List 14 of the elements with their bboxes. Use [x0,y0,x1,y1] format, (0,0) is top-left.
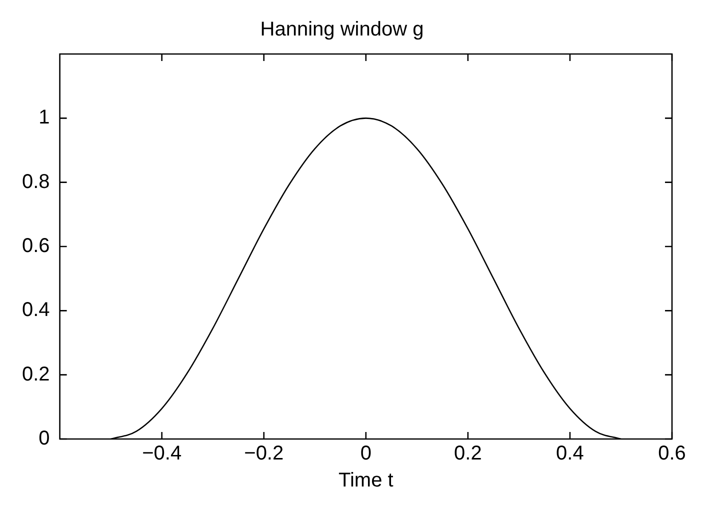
chart-title: Hanning window g [260,18,424,41]
x-tick-label: −0.4 [142,442,182,465]
x-tick-label: −0.2 [244,442,284,465]
y-tick-label: 0 [38,428,50,450]
x-tick-label: 0 [360,442,372,465]
y-tick-label: 1 [38,106,50,129]
y-tick-label: 0.8 [22,170,50,193]
y-tick-label: 0.6 [22,235,50,258]
x-tick-label: 0.4 [556,442,584,465]
y-tick-label: 0.4 [22,299,50,322]
x-axis-title: Time t [338,470,394,492]
y-tick-label: 0.2 [22,363,50,386]
x-tick-label: 0.6 [658,442,686,465]
x-tick-label: 0.2 [454,442,482,465]
